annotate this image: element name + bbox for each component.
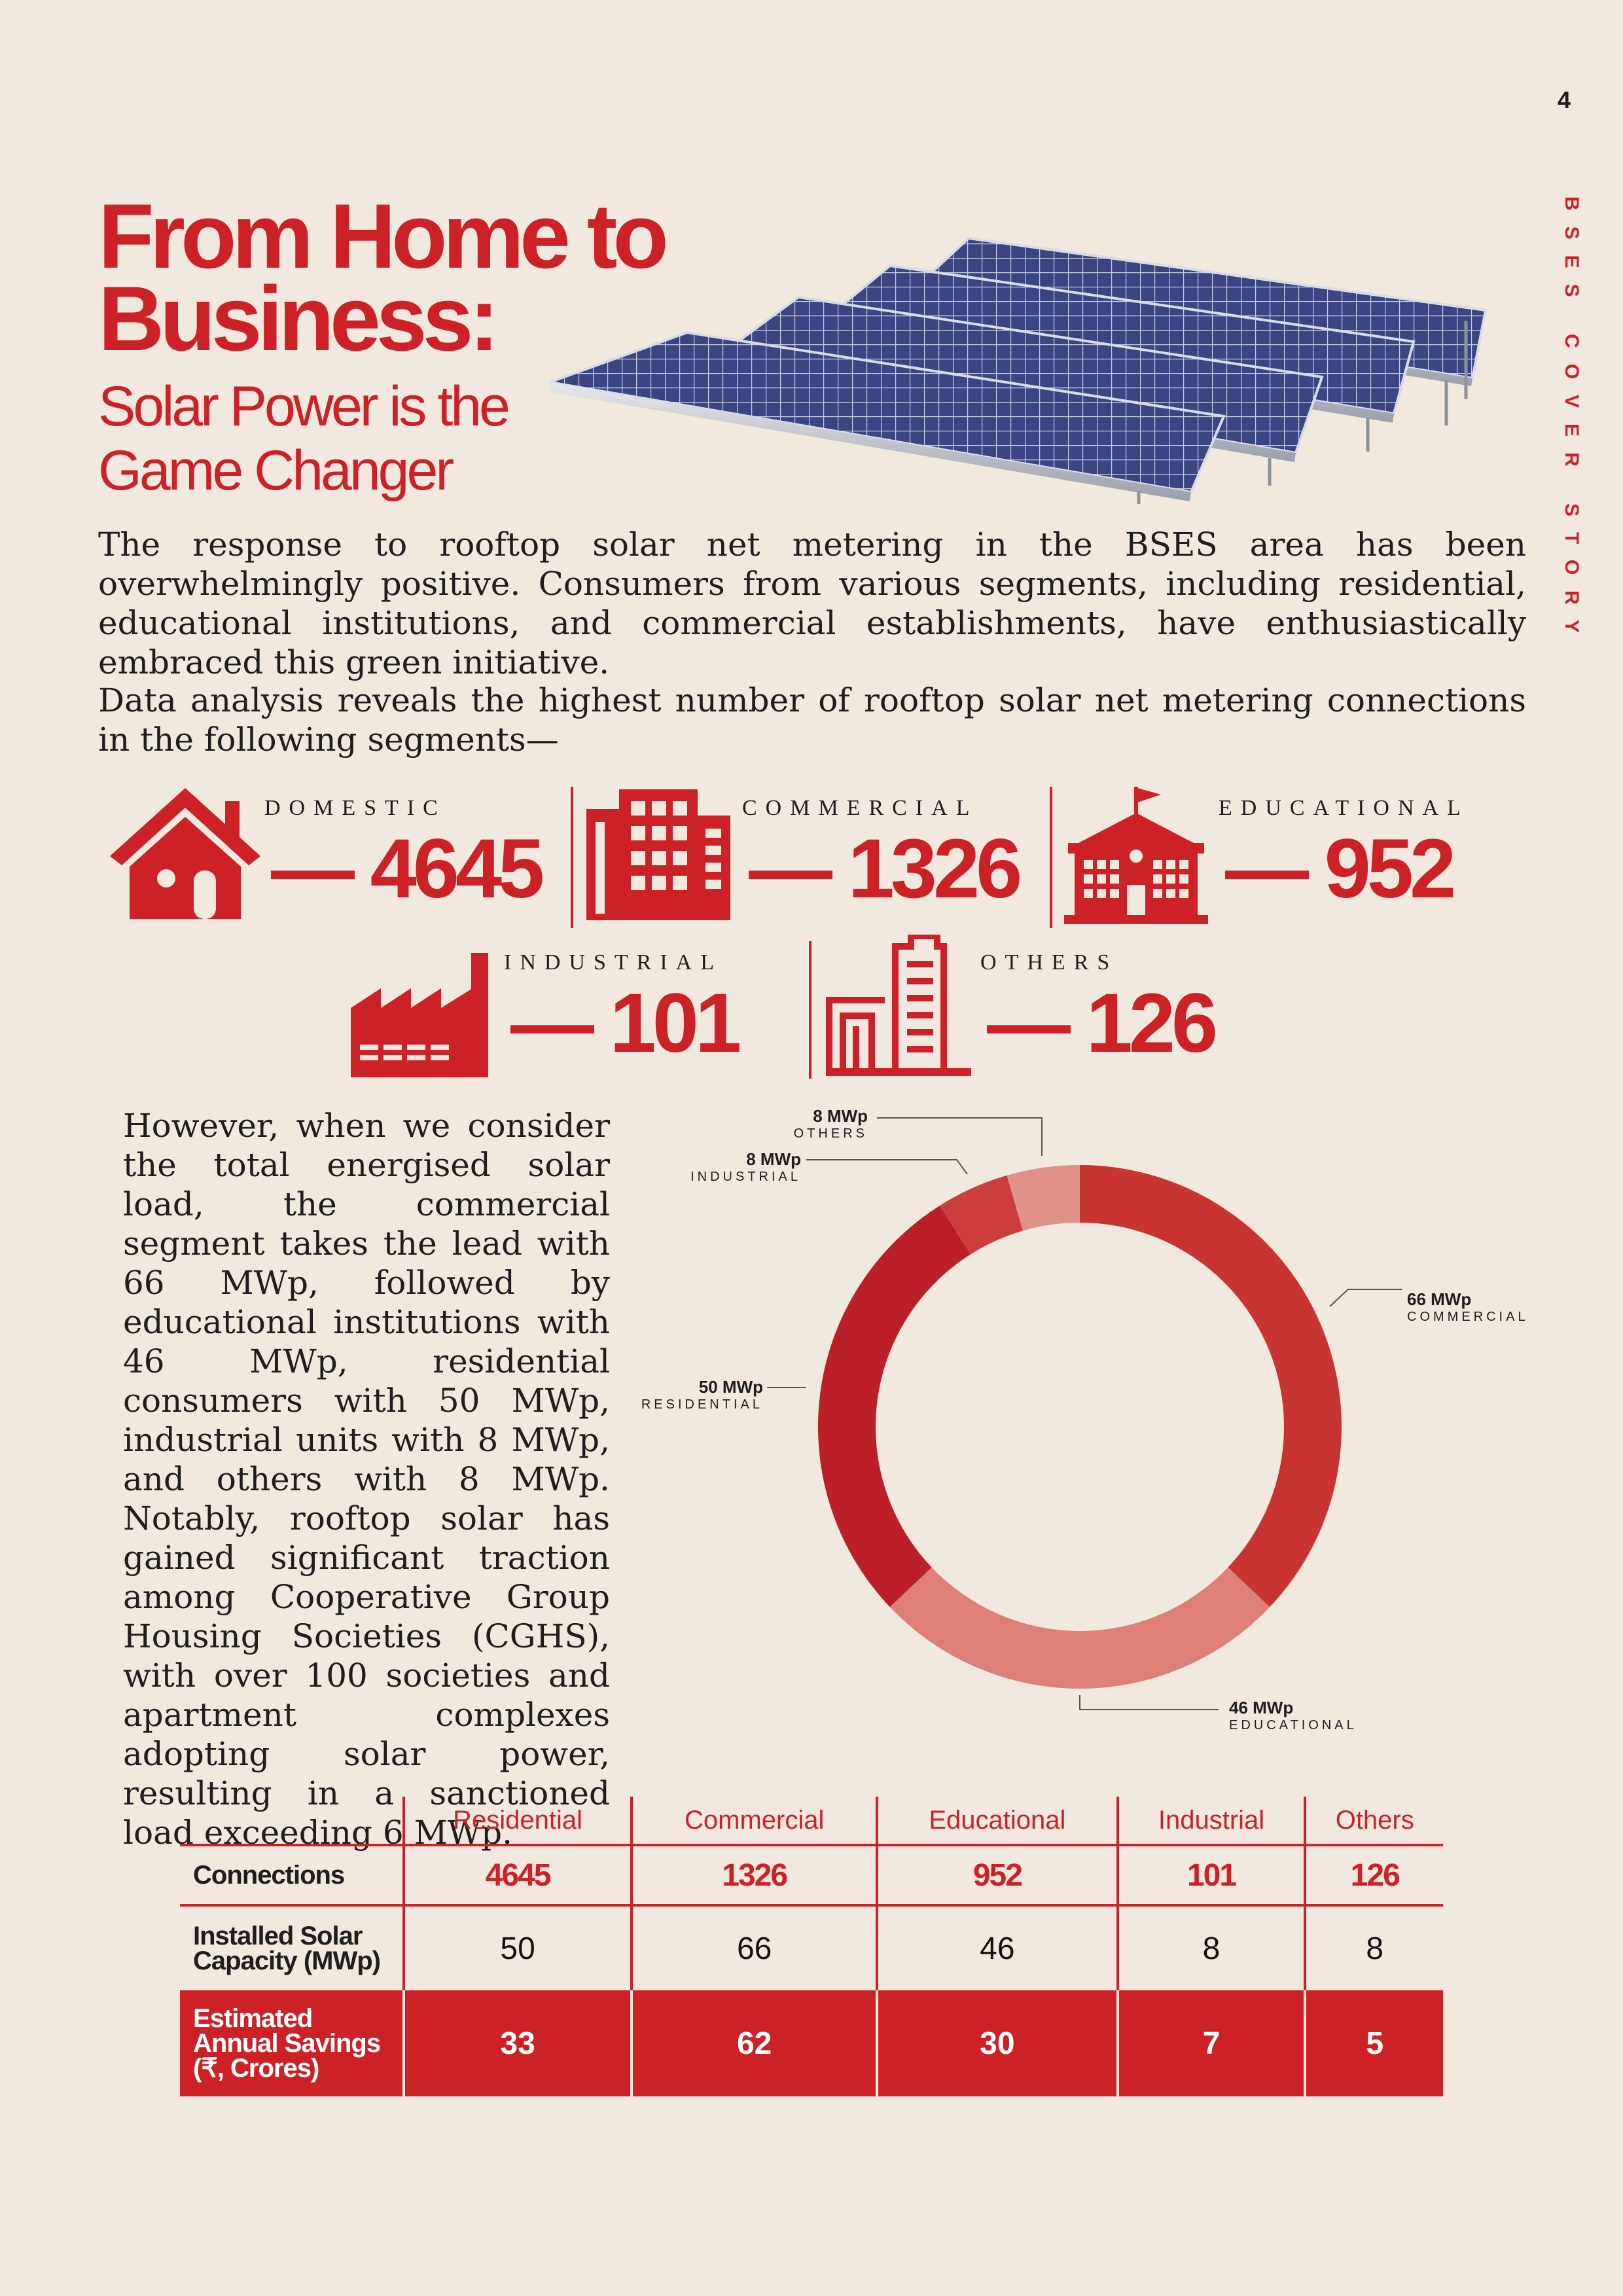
donut-label-industrial: 8 MWp INDUSTRIAL: [673, 1149, 801, 1185]
stat-value-educational: — 952: [1225, 822, 1456, 916]
segment-data-table: Residential Commercial Educational Indus…: [180, 1797, 1443, 2096]
table-cell: 7: [1116, 1990, 1306, 2096]
donut-label-others: 8 MWp OTHERS: [776, 1106, 868, 1141]
donut-slice-others: [1007, 1165, 1080, 1231]
donut-label-residential: 50 MWp RESIDENTIAL: [635, 1377, 763, 1412]
office-building-icon: [586, 789, 730, 920]
stat-label-domestic: DOMESTIC: [264, 796, 446, 820]
column-header-residential: Residential: [402, 1797, 632, 1846]
table-cell: 4645: [402, 1845, 632, 1907]
table-cell: 33: [402, 1990, 632, 2096]
stats-row-2: INDUSTRIAL — 101 OTHERS — 126: [0, 935, 1623, 1092]
donut-label-industrial-segment: INDUSTRIAL: [690, 1170, 801, 1184]
table-cell: 101: [1116, 1845, 1306, 1907]
leader-line-others: [877, 1117, 1043, 1156]
stat-value-commercial: — 1326: [749, 822, 1022, 916]
table-header-blank: [180, 1797, 404, 1846]
column-header-educational: Educational: [876, 1797, 1118, 1846]
row-label-connections: Connections: [180, 1845, 404, 1907]
title-line-1: From Home to: [98, 185, 669, 287]
leader-line-commercial: [1329, 1289, 1402, 1307]
stat-divider: [1050, 787, 1052, 928]
donut-label-educational-segment: EDUCATIONAL: [1229, 1718, 1357, 1732]
solar-panels-illustration: [544, 229, 1531, 507]
table-cell: 1326: [630, 1845, 878, 1907]
table-cell: 66: [630, 1905, 878, 1990]
table-cell: 126: [1304, 1845, 1443, 1907]
table-row-capacity: Installed Solar Capacity (MWp) 50 66 46 …: [180, 1905, 1443, 1990]
stats-row-1: DOMESTIC — 4645 COMMERCIAL — 1326: [0, 779, 1623, 936]
body-paragraph: However, when we consider the total ener…: [123, 1107, 610, 1852]
stat-label-educational: EDUCATIONAL: [1219, 796, 1469, 820]
table-cell: 8: [1304, 1905, 1443, 1990]
donut-slice-residential: [818, 1206, 971, 1607]
stat-value-domestic: — 4645: [271, 822, 544, 916]
donut-label-commercial: 66 MWp COMMERCIAL: [1399, 1289, 1556, 1325]
page-number: 4: [1558, 86, 1571, 113]
page-title: From Home to Business:: [98, 190, 720, 365]
apartment-icon: [826, 935, 971, 1076]
subtitle-line-1: Solar Power is the: [98, 375, 510, 438]
donut-label-others-value: 8 MWp: [813, 1106, 868, 1126]
donut-label-commercial-segment: COMMERCIAL: [1407, 1310, 1529, 1324]
donut-chart: 8 MWp OTHERS 8 MWp INDUSTRIAL 66 MWp COM…: [628, 1100, 1558, 1754]
row-label-savings: Estimated Annual Savings (₹, Crores): [180, 1990, 404, 2096]
panel-row-front: [544, 331, 1226, 504]
intro-paragraph: The response to rooftop solar net meteri…: [98, 526, 1526, 681]
stat-divider: [571, 787, 573, 928]
table-cell: 952: [876, 1845, 1118, 1907]
donut-label-residential-value: 50 MWp: [698, 1377, 763, 1397]
stat-value-others: — 126: [987, 977, 1218, 1070]
leader-line-educational: [1079, 1695, 1219, 1710]
stat-label-industrial: INDUSTRIAL: [504, 950, 722, 975]
donut-slice-industrial: [939, 1175, 1024, 1255]
donut-label-educational: 46 MWp EDUCATIONAL: [1229, 1698, 1386, 1733]
leader-lines: [767, 1117, 1402, 1710]
table-cell: 8: [1116, 1905, 1306, 1990]
donut-label-commercial-value: 66 MWp: [1407, 1289, 1472, 1309]
subtitle-line-2: Game Changer: [98, 439, 454, 502]
stat-label-others: OTHERS: [980, 950, 1118, 975]
column-header-others: Others: [1304, 1797, 1443, 1846]
house-icon: [110, 788, 260, 919]
donut-slice-commercial: [1080, 1165, 1342, 1607]
row-label-capacity: Installed Solar Capacity (MWp): [193, 1922, 381, 1975]
factory-icon: [351, 953, 496, 1077]
donut-slice-educational: [889, 1567, 1270, 1689]
column-header-industrial: Industrial: [1116, 1797, 1306, 1846]
stat-label-commercial: COMMERCIAL: [742, 796, 978, 820]
column-header-commercial: Commercial: [630, 1797, 878, 1846]
table-row-connections: Connections 4645 1326 952 101 126: [180, 1845, 1443, 1907]
stat-divider: [809, 941, 812, 1079]
donut-label-others-segment: OTHERS: [793, 1126, 868, 1141]
page-subtitle: Solar Power is the Game Changer: [98, 374, 687, 503]
table-cell: 5: [1304, 1990, 1443, 2096]
table-cell: 46: [876, 1905, 1118, 1990]
table-row-savings: Estimated Annual Savings (₹, Crores) 33 …: [180, 1990, 1443, 2096]
donut-label-educational-value: 46 MWp: [1229, 1698, 1294, 1717]
table-cell: 50: [402, 1905, 632, 1990]
analysis-paragraph: Data analysis reveals the highest number…: [98, 681, 1526, 759]
table-cell: 30: [876, 1990, 1118, 2096]
donut-chart-svg: [767, 1117, 1402, 1710]
table-header-row: Residential Commercial Educational Indus…: [180, 1797, 1443, 1846]
leader-line-industrial: [806, 1159, 968, 1175]
table-cell: 62: [630, 1990, 878, 2096]
donut-label-industrial-value: 8 MWp: [746, 1149, 801, 1169]
section-side-label: BSES COVER STORY: [1561, 196, 1582, 649]
stat-value-industrial: — 101: [510, 977, 741, 1070]
donut-label-residential-segment: RESIDENTIAL: [641, 1397, 763, 1412]
title-line-2: Business:: [98, 267, 499, 370]
school-icon: [1064, 787, 1208, 924]
